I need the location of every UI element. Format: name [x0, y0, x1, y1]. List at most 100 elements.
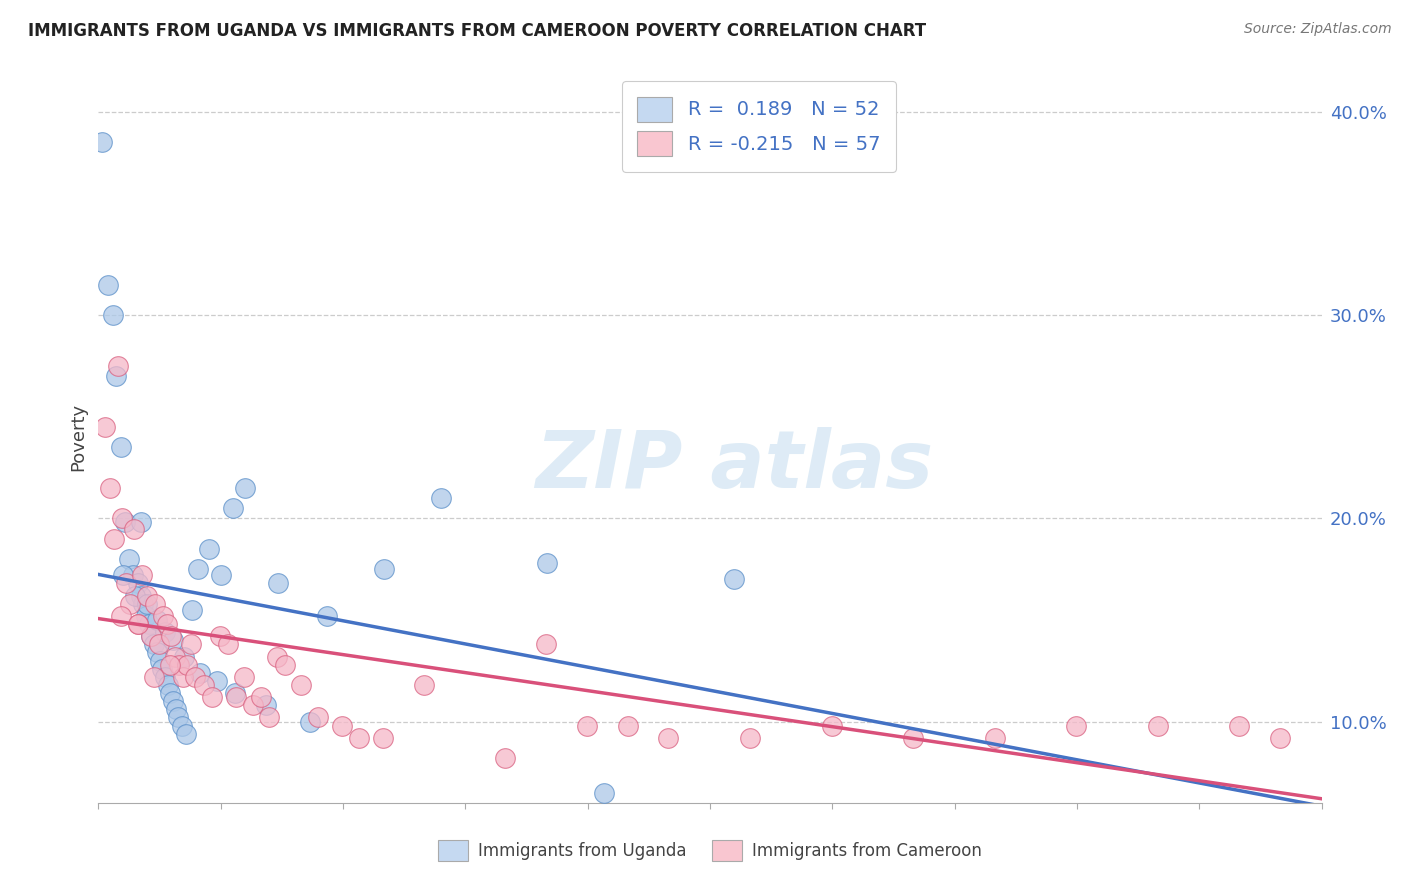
Point: [225, 690, 247, 705]
Point: [111, 511, 134, 525]
Point: [149, 654, 172, 668]
Point: [142, 637, 165, 651]
Point: [1268, 731, 1291, 745]
Point: [217, 637, 239, 651]
Point: [222, 501, 245, 516]
Point: [129, 516, 152, 530]
Point: [167, 657, 190, 672]
Point: [242, 698, 264, 713]
Text: ZIP atlas: ZIP atlas: [536, 427, 934, 506]
Point: [575, 718, 598, 732]
Point: [105, 369, 128, 384]
Point: [127, 617, 149, 632]
Point: [101, 308, 124, 322]
Point: [616, 718, 638, 732]
Point: [146, 613, 169, 627]
Point: [152, 608, 174, 623]
Point: [150, 662, 173, 676]
Point: [184, 670, 207, 684]
Point: [290, 678, 312, 692]
Point: [254, 698, 277, 713]
Point: [120, 597, 142, 611]
Point: [657, 731, 679, 745]
Point: [176, 657, 198, 672]
Point: [118, 552, 141, 566]
Point: [162, 694, 184, 708]
Point: [233, 670, 256, 684]
Point: [138, 617, 160, 632]
Point: [115, 576, 138, 591]
Point: [347, 731, 370, 745]
Point: [170, 718, 193, 732]
Point: [267, 576, 290, 591]
Point: [91, 136, 114, 150]
Point: [94, 420, 117, 434]
Point: [98, 481, 121, 495]
Y-axis label: Poverty: Poverty: [69, 403, 87, 471]
Point: [129, 589, 152, 603]
Text: Source: ZipAtlas.com: Source: ZipAtlas.com: [1244, 22, 1392, 37]
Point: [315, 608, 337, 623]
Point: [165, 702, 187, 716]
Point: [141, 629, 163, 643]
Point: [180, 637, 202, 651]
Point: [1064, 718, 1087, 732]
Legend: Immigrants from Uganda, Immigrants from Cameroon: Immigrants from Uganda, Immigrants from …: [432, 833, 988, 868]
Point: [155, 625, 177, 640]
Point: [148, 637, 170, 651]
Point: [274, 657, 297, 672]
Point: [159, 686, 181, 700]
Point: [172, 670, 194, 684]
Point: [187, 562, 209, 576]
Point: [201, 690, 224, 705]
Point: [299, 714, 322, 729]
Point: [139, 629, 162, 643]
Point: [156, 617, 179, 632]
Point: [162, 633, 184, 648]
Point: [142, 670, 165, 684]
Point: [593, 786, 616, 800]
Point: [114, 516, 136, 530]
Point: [167, 710, 190, 724]
Point: [107, 359, 129, 373]
Point: [165, 649, 187, 664]
Point: [205, 673, 228, 688]
Point: [224, 686, 246, 700]
Text: IMMIGRANTS FROM UGANDA VS IMMIGRANTS FROM CAMEROON POVERTY CORRELATION CHART: IMMIGRANTS FROM UGANDA VS IMMIGRANTS FRO…: [28, 22, 927, 40]
Point: [110, 440, 132, 454]
Point: [412, 678, 434, 692]
Point: [136, 597, 159, 611]
Point: [176, 727, 198, 741]
Point: [188, 665, 212, 680]
Point: [135, 608, 157, 623]
Point: [536, 556, 558, 570]
Point: [193, 678, 215, 692]
Point: [173, 649, 195, 664]
Point: [1146, 718, 1168, 732]
Point: [208, 629, 231, 643]
Point: [307, 710, 329, 724]
Point: [209, 568, 232, 582]
Point: [330, 718, 353, 732]
Point: [110, 608, 132, 623]
Point: [132, 597, 155, 611]
Point: [181, 603, 204, 617]
Point: [103, 532, 125, 546]
Point: [371, 731, 394, 745]
Point: [146, 645, 169, 659]
Point: [155, 670, 177, 684]
Point: [124, 521, 146, 535]
Point: [983, 731, 1005, 745]
Point: [738, 731, 761, 745]
Point: [266, 649, 288, 664]
Point: [1227, 718, 1250, 732]
Point: [156, 678, 179, 692]
Point: [249, 690, 271, 705]
Point: [135, 589, 157, 603]
Point: [131, 568, 153, 582]
Point: [160, 629, 183, 643]
Point: [494, 751, 516, 765]
Point: [373, 562, 395, 576]
Point: [901, 731, 924, 745]
Point: [127, 576, 149, 591]
